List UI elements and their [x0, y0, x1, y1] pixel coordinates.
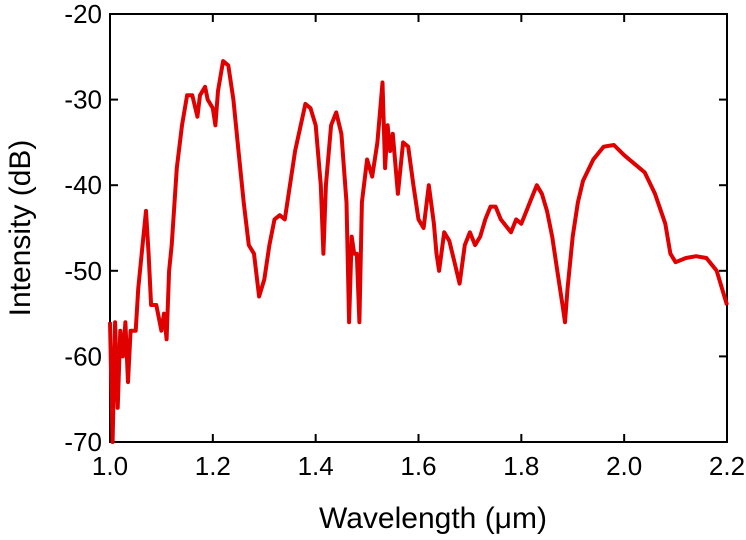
x-axis-label: Wavelength (μm)	[319, 502, 547, 535]
x-tick-label: 1.4	[298, 451, 334, 481]
x-tick-label: 1.6	[400, 451, 436, 481]
plot-frame	[109, 13, 728, 443]
x-tick-label: 1.0	[92, 451, 128, 481]
y-tick-label: -50	[64, 256, 102, 286]
x-tick-label: 1.8	[503, 451, 539, 481]
x-tick-label: 2.2	[709, 451, 745, 481]
y-tick-label: -70	[64, 427, 102, 457]
intensity-series-line	[108, 59, 729, 444]
y-axis-label: Intensity (dB)	[4, 140, 37, 317]
y-tick-label: -20	[64, 0, 102, 29]
x-tick-label: 2.0	[606, 451, 642, 481]
y-tick-label: -30	[64, 85, 102, 115]
y-tick-label: -40	[64, 170, 102, 200]
x-tick-label: 1.2	[195, 451, 231, 481]
y-tick-label: -60	[64, 341, 102, 371]
